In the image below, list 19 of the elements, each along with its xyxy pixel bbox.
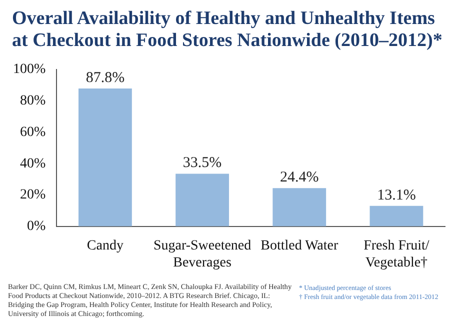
data-label: 33.5% (182, 155, 222, 172)
data-label: 87.8% (86, 70, 125, 86)
bar (78, 88, 132, 226)
y-tick-label: 80% (20, 93, 46, 108)
x-tick-label: Sugar-Sweetened Beverages (153, 238, 252, 270)
y-tick-label: 40% (20, 156, 46, 172)
data-label: 24.4% (280, 170, 319, 186)
y-tick-label: 60% (20, 124, 46, 140)
y-tick-label: 100% (12, 62, 46, 78)
y-tick-label: 20% (20, 188, 46, 203)
data-label: 13.1% (377, 187, 416, 204)
x-tick-label: Fresh Fruit/ Vegetable† (364, 238, 430, 270)
bar (370, 206, 424, 226)
x-tick-label: Bottled Water (260, 238, 338, 254)
bar (272, 188, 326, 226)
chart-title: Overall Availability of Healthy and Unhealthy Items at Checkout in Food Stores Nationwide (2010–2012)* (11, 7, 444, 53)
y-tick-label: 0% (26, 219, 46, 234)
bar (176, 174, 229, 226)
x-tick-label: Candy (86, 238, 124, 254)
